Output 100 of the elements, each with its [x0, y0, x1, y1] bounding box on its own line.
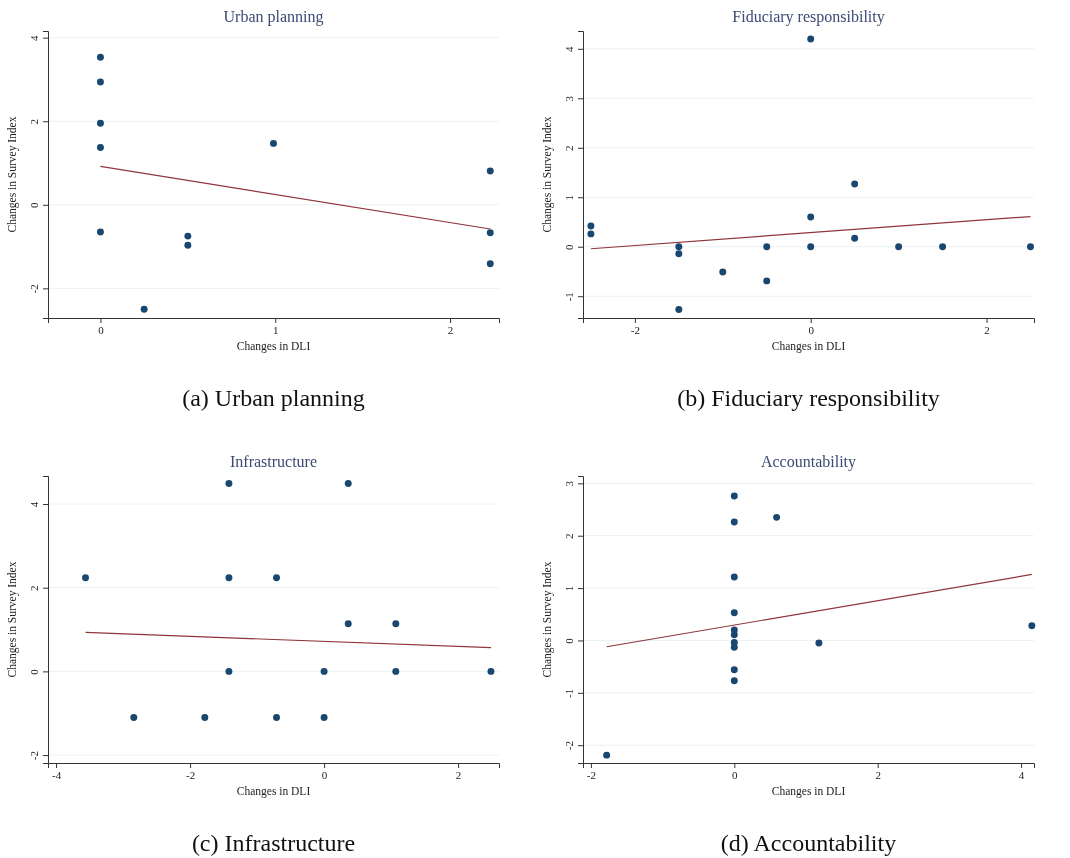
point: [344, 620, 352, 628]
point: [82, 574, 90, 582]
x-axis-title: Changes in DLI: [236, 785, 311, 798]
text: (c) Infrastructure: [191, 830, 356, 856]
x-tick-label: -2: [586, 768, 596, 781]
point: [96, 228, 104, 236]
point: [184, 241, 192, 249]
point: [815, 639, 823, 647]
point: [96, 78, 104, 86]
point: [851, 234, 859, 242]
point: [273, 713, 280, 721]
point: [96, 119, 104, 127]
text: (a) Urban planning: [182, 385, 365, 411]
y-tick-label: 1: [562, 195, 575, 201]
point: [807, 213, 815, 221]
point: [730, 643, 738, 651]
point: [225, 667, 233, 675]
y-tick-label: -2: [27, 284, 40, 294]
y-tick-label: 0: [27, 202, 40, 209]
x-tick-label: 4: [1018, 768, 1025, 781]
y-tick-label: 3: [562, 95, 575, 102]
point: [184, 232, 192, 240]
y-tick-label: -2: [27, 750, 40, 761]
point: [730, 518, 738, 526]
y-axis-title: Changes in Survey Index: [541, 561, 554, 678]
y-axis-title: Changes in Survey Index: [6, 561, 19, 678]
point: [675, 306, 683, 314]
y-tick-label: 0: [27, 668, 40, 675]
x-tick-label: 2: [455, 768, 462, 781]
x-axis-title: Changes in DLI: [771, 785, 846, 798]
point: [225, 480, 233, 487]
point: [273, 574, 280, 582]
point: [1027, 243, 1034, 251]
point: [719, 268, 727, 276]
point: [320, 667, 328, 675]
x-tick-label: 2: [984, 323, 990, 336]
point: [730, 677, 738, 685]
x-tick-label: -2: [630, 323, 640, 336]
y-tick-label: 2: [562, 533, 575, 539]
x-tick-label: 0: [732, 768, 739, 781]
point: [939, 243, 947, 251]
y-tick-label: 4: [27, 34, 40, 41]
y-tick-label: 3: [562, 480, 575, 487]
point: [130, 713, 138, 721]
point: [96, 144, 104, 152]
y-tick-label: 4: [27, 501, 40, 508]
point: [392, 667, 400, 675]
point: [96, 53, 104, 61]
chart-title: Urban planning: [223, 8, 324, 26]
point: [773, 513, 781, 521]
x-tick-label: 1: [273, 323, 279, 336]
y-tick-label: 1: [562, 585, 575, 592]
x-tick-label: 0: [808, 323, 815, 336]
x-axis-title: Changes in DLI: [771, 340, 846, 353]
point: [344, 480, 352, 487]
point: [851, 180, 859, 188]
y-tick-label: -2: [562, 741, 575, 751]
point: [730, 666, 738, 674]
point: [140, 305, 148, 313]
point: [603, 751, 611, 759]
y-tick-label: 4: [562, 46, 575, 53]
point: [587, 230, 595, 238]
y-tick-label: -1: [562, 688, 575, 698]
text: (b) Fiduciary responsibility: [677, 385, 940, 411]
point: [763, 277, 771, 285]
point: [486, 229, 494, 237]
y-axis-title: Changes in Survey Index: [541, 116, 554, 233]
y-tick-label: 2: [27, 118, 40, 125]
point: [486, 167, 494, 175]
x-tick-label: 2: [875, 768, 881, 781]
point: [486, 260, 494, 268]
point: [730, 573, 738, 581]
x-tick-label: 0: [321, 768, 328, 781]
x-tick-label: -4: [51, 768, 62, 781]
point: [763, 243, 771, 251]
y-tick-label: 2: [562, 145, 575, 152]
point: [587, 222, 595, 230]
x-tick-label: 0: [98, 323, 105, 336]
point: [1028, 622, 1036, 630]
point: [675, 243, 683, 251]
x-tick-label: -2: [185, 768, 196, 781]
y-tick-label: 0: [562, 243, 575, 250]
point: [320, 713, 328, 721]
point: [270, 139, 277, 147]
y-tick-label: 0: [562, 637, 575, 644]
y-tick-label: 2: [27, 585, 40, 591]
point: [201, 713, 209, 721]
point: [392, 620, 400, 628]
point: [730, 492, 738, 500]
text: (d) Accountability: [720, 830, 897, 856]
point: [807, 35, 815, 43]
y-tick-label: -1: [562, 292, 575, 302]
x-tick-label: 2: [447, 323, 454, 336]
point: [225, 574, 233, 582]
point: [895, 243, 903, 251]
point: [675, 250, 683, 258]
chart-title: Fiduciary responsibility: [732, 8, 885, 26]
x-axis-title: Changes in DLI: [236, 340, 311, 353]
point: [487, 667, 495, 675]
chart-title: Infrastructure: [229, 453, 318, 470]
